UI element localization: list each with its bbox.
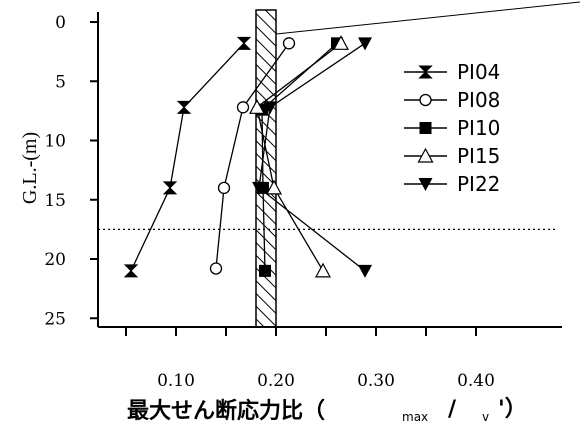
- legend-item-pi08: PI08: [404, 88, 500, 112]
- data-point: [209, 262, 223, 275]
- series-layer: [123, 35, 372, 278]
- x-axis-label-slash: /: [448, 397, 457, 422]
- legend-marker: [418, 65, 433, 79]
- y-tick-label: 25: [44, 309, 66, 329]
- data-point: [123, 264, 139, 278]
- leader-line: [275, 1, 580, 35]
- legend-marker: [419, 93, 432, 107]
- x-axis-label-end: '）: [498, 397, 527, 422]
- data-point: [236, 36, 252, 50]
- series-line: [261, 42, 338, 271]
- x-axis-label-main: 最大せん断応力比（: [127, 398, 325, 424]
- y-tick-label: 15: [44, 191, 66, 211]
- series-pi04: [123, 36, 252, 278]
- x-axis-label: 最大せん断応力比（ max / v '）: [127, 397, 527, 424]
- y-tick-label: 0: [55, 13, 66, 33]
- legend-label: PI04: [457, 60, 500, 84]
- legend-label: PI10: [457, 116, 500, 140]
- x-tick-label: 0.10: [157, 371, 195, 391]
- data-point: [358, 37, 372, 51]
- legend-label: PI22: [457, 172, 500, 196]
- legend: PI04 PI08 PI10 PI15 PI22: [404, 60, 500, 196]
- data-point: [248, 99, 266, 114]
- data-point: [259, 264, 271, 277]
- data-point: [217, 181, 231, 195]
- y-tick-label: 10: [44, 132, 66, 152]
- data-point: [162, 181, 178, 195]
- legend-item-pi10: PI10: [404, 116, 500, 140]
- y-axis-label: G.L.-(m): [19, 132, 41, 204]
- series-pi15: [248, 35, 350, 278]
- legend-item-pi22: PI22: [404, 172, 500, 196]
- legend-marker: [417, 147, 434, 163]
- data-point: [176, 100, 192, 114]
- data-point: [252, 181, 266, 195]
- legend-marker: [419, 122, 432, 134]
- y-tick-label: 20: [44, 250, 66, 270]
- data-point: [236, 101, 250, 114]
- series-line: [256, 42, 342, 272]
- x-tick-label: 0.40: [457, 371, 495, 391]
- y-ticks: 0 5 10 15 20 25: [44, 13, 98, 329]
- data-point: [358, 264, 372, 278]
- series-line: [215, 42, 290, 269]
- legend-marker: [418, 178, 433, 191]
- legend-label: PI15: [457, 144, 500, 168]
- series-line: [130, 42, 245, 272]
- series-pi22: [252, 37, 372, 278]
- hatched-band: [255, 9, 277, 328]
- legend-label: PI08: [457, 88, 500, 112]
- y-tick-label: 5: [55, 72, 66, 92]
- axes: 0 5 10 15 20 25 0.10 0.20 0.30 0.40: [44, 12, 562, 391]
- data-point: [314, 262, 332, 278]
- series-line: [258, 42, 366, 272]
- data-point: [332, 35, 350, 50]
- data-point: [282, 37, 296, 50]
- legend-item-pi04: PI04: [404, 60, 500, 84]
- x-tick-label: 0.30: [357, 371, 395, 391]
- data-point: [263, 101, 277, 115]
- x-axis-label-sub1: max: [402, 410, 428, 424]
- series-pi08: [209, 37, 296, 275]
- x-tick-label: 0.20: [257, 371, 295, 391]
- x-ticks: 0.10 0.20 0.30 0.40: [125, 327, 495, 391]
- data-point: [265, 179, 283, 195]
- x-axis-label-sub2: v: [482, 410, 489, 424]
- legend-item-pi15: PI15: [404, 144, 500, 168]
